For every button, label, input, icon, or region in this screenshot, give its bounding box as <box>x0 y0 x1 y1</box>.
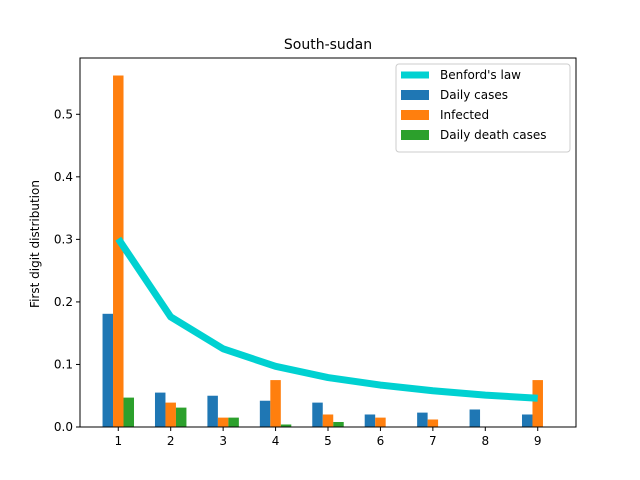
x-tick-label: 1 <box>114 434 122 448</box>
x-tick-label: 9 <box>534 434 542 448</box>
bar-daily-cases-6 <box>364 414 376 427</box>
x-tick-label: 3 <box>219 434 227 448</box>
x-tick-label: 7 <box>429 434 437 448</box>
bar-daily-cases-5 <box>312 402 323 427</box>
y-tick-label: 0.3 <box>54 232 73 246</box>
x-tick-label: 4 <box>272 434 280 448</box>
bar-daily-cases-3 <box>207 395 218 427</box>
bar-infected-4 <box>270 380 281 427</box>
bar-infected-2 <box>165 402 176 427</box>
benfords-law-line <box>115 236 538 402</box>
legend-label: Benford's law <box>440 68 521 82</box>
y-tick-label: 0.1 <box>54 357 73 371</box>
bar-daily-death-cases-4 <box>280 424 292 427</box>
axes: 1 2 3 4 5 6 7 8 9 0.0 0.1 0.2 0.3 0.4 0.5 <box>54 57 577 448</box>
x-tick-label: 5 <box>324 434 332 448</box>
bar-daily-death-cases-1 <box>123 397 135 427</box>
bar-daily-cases-8 <box>469 409 481 427</box>
legend-swatch-daily-cases <box>401 90 429 100</box>
bar-infected-3 <box>217 417 229 427</box>
bar-infected-5 <box>322 414 334 427</box>
bar-infected-7 <box>427 419 439 427</box>
bar-daily-cases-9 <box>521 414 533 427</box>
x-tick-label: 8 <box>481 434 489 448</box>
legend-label: Daily cases <box>440 88 508 102</box>
legend-swatch-daily-death-cases <box>401 130 429 140</box>
bar-daily-cases-2 <box>154 392 166 427</box>
bars-layer <box>102 75 543 427</box>
y-axis-label: First digit distribution <box>28 180 42 308</box>
legend-box <box>395 63 571 153</box>
legend-label: Daily death cases <box>440 128 547 142</box>
bar-infected-1 <box>113 75 124 427</box>
x-tick-label: 2 <box>167 434 175 448</box>
legend-label: Infected <box>440 108 489 122</box>
bar-daily-cases-4 <box>259 400 271 427</box>
y-tick-label: 0.0 <box>54 420 73 434</box>
chart-title: South-sudan <box>284 37 372 53</box>
bar-daily-death-cases-5 <box>333 421 344 427</box>
line-layer <box>115 236 538 402</box>
y-tick-label: 0.4 <box>54 170 73 184</box>
bar-daily-cases-1 <box>102 313 114 427</box>
y-tick-label: 0.5 <box>54 107 73 121</box>
bar-infected-9 <box>532 380 543 427</box>
legend: Benford's law Daily cases Infected Daily de… <box>395 63 571 153</box>
bar-daily-cases-7 <box>417 412 428 427</box>
legend-swatch-infected <box>401 110 429 120</box>
bar-infected-6 <box>375 417 386 427</box>
y-tick-label: 0.2 <box>54 295 73 309</box>
x-tick-label: 6 <box>377 434 385 448</box>
bar-daily-death-cases-2 <box>175 407 187 427</box>
bar-daily-death-cases-3 <box>228 417 239 427</box>
